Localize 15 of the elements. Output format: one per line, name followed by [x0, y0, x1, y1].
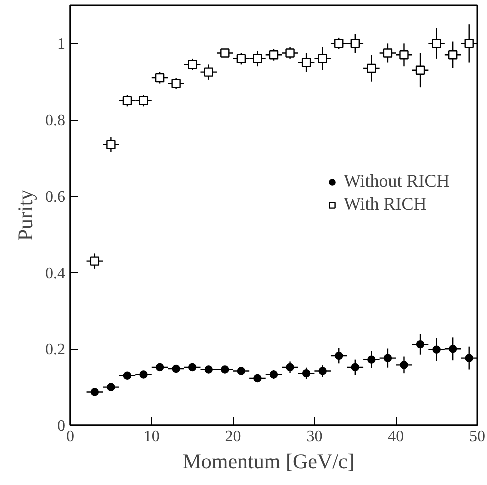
x-tick-label: 10 [144, 428, 160, 446]
y-tick-label: 0 [58, 418, 66, 435]
x-tick-label: 30 [306, 428, 323, 446]
legend-label: Without RICH [344, 171, 450, 192]
y-tick-label: 0.8 [46, 112, 66, 130]
y-tick-label: 0.4 [46, 265, 66, 282]
y-tick-label: 0.2 [46, 342, 66, 359]
x-axis-title: Momentum [GeV/c] [182, 450, 355, 474]
x-tick-label: 50 [470, 428, 486, 446]
y-axis-title: Purity [14, 189, 38, 242]
legend-label: With RICH [344, 194, 427, 215]
x-tick-label: 40 [388, 428, 404, 446]
y-tick-label: 0.6 [46, 188, 66, 206]
x-tick-label: 20 [225, 428, 242, 446]
y-tick-label: 1 [58, 36, 66, 54]
